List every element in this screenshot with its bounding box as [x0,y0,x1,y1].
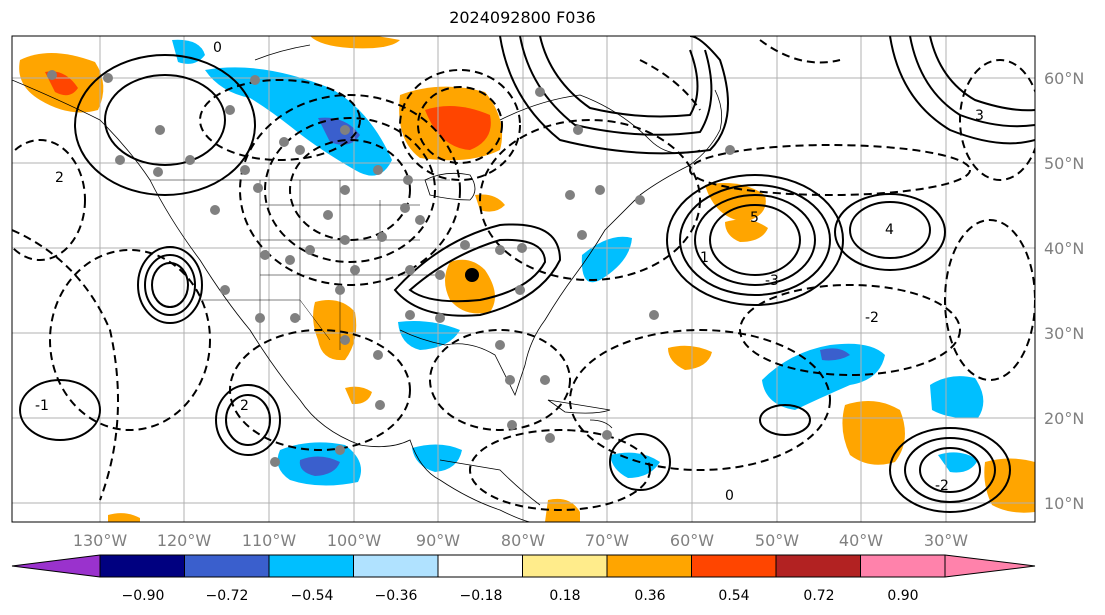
longitude-label: 30°W [924,531,968,550]
colorbar-segment [269,555,354,577]
contour-label: 2 [55,170,64,186]
colorbar-ticks [99,555,946,577]
shade-blob [938,452,978,473]
colorbar-tick-label: 0.72 [803,588,834,604]
longitude-label: 90°W [416,531,460,550]
longitude-label: 70°W [585,531,629,550]
longitude-label: 60°W [670,531,714,550]
coastlines [12,44,723,522]
shade-blob [610,452,660,478]
graticule [12,36,1035,522]
shade-blob [475,194,505,212]
latitude-axis: 60°N 50°N 40°N 30°N 20°N 10°N [1044,69,1084,513]
shade-blob [310,36,400,49]
colorbar-tick-label: −0.18 [460,588,503,604]
colorbar-tick-label: 0.54 [718,588,749,604]
latitude-label: 10°N [1044,494,1084,513]
shade-blob [820,348,850,361]
latitude-label: 20°N [1044,409,1084,428]
contour-label: 4 [885,222,894,238]
colorbar-tick-label: −0.90 [122,588,165,604]
contour-label: 0 [725,488,734,504]
latitude-label: 50°N [1044,154,1084,173]
colorbar-tick-label: 0.90 [887,588,918,604]
colorbar-tick-label: −0.36 [375,588,418,604]
colorbar-segment [776,555,861,577]
longitude-axis: 130°W 120°W 110°W 100°W 90°W 80°W 70°W 6… [73,531,968,550]
contour-label: 3 [975,108,984,124]
shade-blob [345,386,372,405]
shade-blob [299,456,340,476]
longitude-label: 100°W [327,531,382,550]
station-dots [47,70,735,467]
colorbar-extend-min [12,555,100,577]
latitude-label: 60°N [1044,69,1084,88]
colorbar-segment [100,555,185,577]
contour-label: 0 [213,40,222,56]
contour-label: 1 [700,250,709,266]
colorbar-tick-label: 0.18 [549,588,580,604]
colorbar-extend-max [945,555,1035,577]
colorbar-segment [184,555,269,577]
longitude-label: 130°W [73,531,128,550]
contour-label: -1 [35,398,49,414]
colorbar: −0.90 −0.72 −0.54 −0.36 −0.18 0.18 0.36 … [11,554,1036,604]
contour-label: -2 [935,478,949,494]
colorbar-segment [522,555,607,577]
figure-title: 2024092800 F036 [449,8,596,27]
contour-label: -2 [865,310,879,326]
colorbar-tick-label: −0.54 [291,588,334,604]
shade-blob [425,106,491,150]
shade-blob [398,321,460,350]
colorbar-tick-label: −0.72 [206,588,249,604]
shade-blob [984,458,1035,513]
contours-positive [19,36,1035,513]
contour-labels: 0 1 2 3 4 5 -1 -2 -3 0 -2 2 [35,40,984,504]
shade-blob [205,67,392,176]
map-area: 0 1 2 3 4 5 -1 -2 -3 0 -2 2 [12,36,1035,522]
colorbar-segment [607,555,692,577]
colorbar-tick-label: 0.36 [634,588,665,604]
longitude-label: 50°W [755,531,799,550]
contour-label: -3 [765,273,779,289]
shade-blob [668,345,712,370]
shade-blob [172,39,205,64]
longitude-label: 80°W [501,531,545,550]
longitude-label: 40°W [839,531,883,550]
colorbar-segment [353,555,438,577]
station-dot-highlight [465,268,479,282]
colorbar-segment [438,555,523,577]
map-border [11,35,1036,523]
shade-blob [108,513,140,522]
shade-blob [318,117,360,145]
shade-blob [545,498,580,522]
contour-label: 5 [750,210,759,226]
shade-blob [705,182,766,222]
colorbar-segment [860,555,945,577]
longitude-label: 120°W [157,531,212,550]
latitude-label: 30°N [1044,324,1084,343]
longitude-label: 110°W [242,531,297,550]
colorbar-segment [691,555,776,577]
shade-blob [842,401,905,465]
contour-label: 2 [240,398,249,414]
contours-negative [12,39,1035,511]
shade-blob [412,444,462,472]
colorbar-labels: −0.90 −0.72 −0.54 −0.36 −0.18 0.18 0.36 … [122,588,919,604]
shade-blob [930,376,984,419]
latitude-label: 40°N [1044,239,1084,258]
shade-blob [725,219,768,242]
